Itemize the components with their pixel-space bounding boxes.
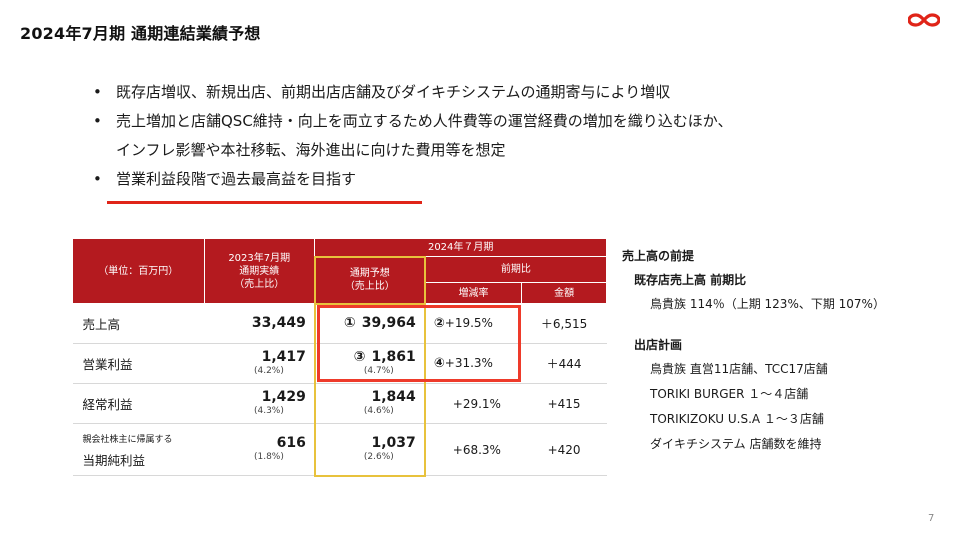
table-row: 経常利益 1,429 (4.3%) 1,844 (4.6%) +29.1% +415	[72, 383, 607, 424]
existing-store-title: 既存店売上高 前期比	[634, 273, 747, 287]
row-label: 営業利益	[72, 343, 205, 384]
change-value: +29.1%	[424, 383, 522, 424]
row-label: 経常利益	[72, 383, 205, 424]
actual-value: 1,429 (4.3%)	[204, 383, 315, 424]
forecast-table: （単位：百万円） 2023年7月期 通期実績 （売上比） 2024年７月期 通期…	[72, 238, 607, 477]
store-plan-title: 出店計画	[634, 338, 683, 352]
amount-value: ＋6,515	[521, 303, 607, 344]
highlight-box	[317, 305, 521, 382]
assumptions-panel: 売上高の前提 既存店売上高 前期比 鳥貴族 114％（上期 123%、下期 10…	[622, 244, 885, 457]
actual-ratio: (1.8%)	[253, 452, 284, 462]
actual-header-line: （売上比）	[234, 278, 285, 290]
bullet-dot: •	[93, 170, 102, 188]
actual-ratio: (4.3%)	[253, 406, 284, 416]
actual-number: 33,449	[251, 315, 306, 331]
row-label: 親会社株主に帰属する当期純利益	[72, 423, 205, 476]
actual-value: 1,417 (4.2%)	[204, 343, 315, 384]
actual-number: 1,417	[261, 349, 306, 365]
sales-premise-title: 売上高の前提	[622, 249, 695, 263]
amount-value: +420	[521, 423, 607, 476]
table-row: 売上高 33,449 ① 39,964 ②+19.5% ＋6,515	[72, 303, 607, 344]
bullet-text: インフレ影響や本社移転、海外進出に向けた費用等を想定	[116, 141, 506, 159]
table-row: 営業利益 1,417 (4.2%) ③ 1,861 (4.7%) ④+31.3% ＋4…	[72, 343, 607, 384]
page-title: 2024年7月期 通期連結業績予想	[20, 24, 261, 43]
bullet-text: 既存店増収、新規出店、前期出店店舗及びダイキチシステムの通期寄与により増収	[116, 83, 671, 101]
forecast-value: ③ 1,861 (4.7%)	[313, 343, 426, 384]
bullet-text: 売上増加と店舗QSC維持・向上を両立するため人件費等の運営経費の増加を織り込むほ…	[116, 112, 733, 130]
bullet-text: 営業利益段階で過去最高益を目指す	[116, 170, 357, 188]
bullet-item: • 既存店増収、新規出店、前期出店店舗及びダイキチシステムの通期寄与により増収	[93, 78, 733, 107]
actual-header-line: 通期実績	[239, 265, 280, 277]
highlight-underline	[107, 201, 422, 204]
infinity-logo-icon	[908, 13, 940, 27]
page-number: 7	[928, 513, 935, 524]
amount-value: +415	[521, 383, 607, 424]
existing-store-text: 鳥貴族 114％（上期 123%、下期 107%）	[650, 297, 885, 311]
circled-mark: ②	[433, 316, 445, 331]
forecast-number: 1,844	[371, 389, 416, 405]
forecast-number: 1,037	[371, 434, 416, 451]
yoy-header: 前期比	[424, 256, 607, 283]
bullet-continuation: インフレ影響や本社移転、海外進出に向けた費用等を想定	[93, 136, 733, 165]
forecast-value: 1,844 (4.6%)	[313, 383, 426, 424]
amount-header: 金額	[521, 282, 607, 304]
forecast-ratio: (4.6%)	[363, 406, 394, 416]
actual-value: 616 (1.8%)	[204, 423, 315, 476]
actual-header-line: 2023年7月期	[228, 252, 291, 264]
store-plan-item: 鳥貴族 直営11店舗、TCC17店舗	[650, 362, 828, 376]
bullet-item: • 営業利益段階で過去最高益を目指す	[93, 165, 733, 194]
forecast-ratio: (4.7%)	[363, 366, 394, 376]
forecast-number: 39,964	[361, 315, 416, 332]
change-number: +31.3%	[444, 356, 493, 370]
actual-ratio: (4.2%)	[253, 366, 284, 376]
change-value: ④+31.3%	[424, 343, 522, 384]
circled-mark: ④	[433, 356, 445, 371]
bullet-dot: •	[93, 83, 102, 101]
fy-header: 2024年７月期	[314, 238, 607, 257]
change-number: +19.5%	[444, 316, 493, 330]
row-label-main: 当期純利益	[82, 453, 146, 468]
forecast-value: 1,037 (2.6%)	[313, 423, 426, 477]
table-row: 親会社株主に帰属する当期純利益 616 (1.8%) 1,037 (2.6%) +6…	[72, 423, 607, 477]
row-label-small: 親会社株主に帰属する	[82, 435, 173, 445]
actual-header: 2023年7月期 通期実績 （売上比）	[203, 238, 316, 304]
actual-number: 1,429	[261, 389, 306, 405]
unit-label: （単位：百万円）	[72, 238, 205, 304]
change-header: 増減率	[424, 282, 523, 304]
forecast-header-line: （売上比）	[344, 281, 395, 292]
amount-value: ＋444	[521, 343, 607, 384]
forecast-value: ① 39,964	[313, 303, 426, 344]
circled-mark: ①	[343, 315, 356, 332]
bullet-item: • 売上増加と店舗QSC維持・向上を両立するため人件費等の運営経費の増加を織り込む…	[93, 107, 733, 136]
bullet-list: • 既存店増収、新規出店、前期出店店舗及びダイキチシステムの通期寄与により増収 •…	[93, 78, 733, 194]
store-plan-item: TORIKI BURGER １～４店舗	[650, 387, 809, 401]
forecast-header-line: 通期予想	[349, 268, 390, 279]
change-value: +68.3%	[424, 423, 522, 476]
store-plan-item: TORIKIZOKU U.S.A １～３店舗	[650, 412, 824, 426]
forecast-number: 1,861	[371, 349, 416, 365]
forecast-header: 通期予想 （売上比）	[313, 255, 426, 305]
change-value: ②+19.5%	[424, 303, 522, 344]
store-plan-item: ダイキチシステム 店舗数を維持	[650, 437, 822, 451]
row-label: 売上高	[72, 303, 205, 344]
bullet-dot: •	[93, 112, 102, 130]
actual-value: 33,449	[204, 303, 315, 344]
forecast-ratio: (2.6%)	[363, 451, 394, 462]
actual-number: 616	[276, 435, 306, 451]
circled-mark: ③	[353, 349, 366, 365]
